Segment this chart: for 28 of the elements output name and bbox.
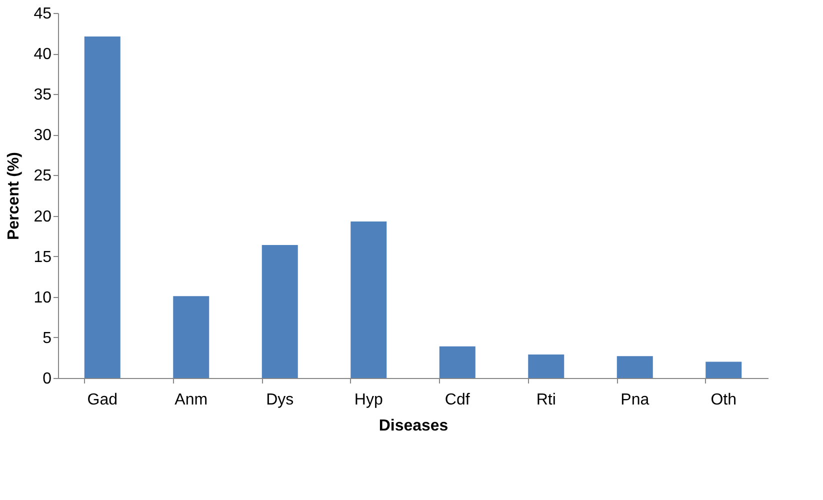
bar xyxy=(616,356,653,378)
x-tick-label: Gad xyxy=(87,392,118,408)
bar xyxy=(262,244,298,378)
y-tick-label: 45 xyxy=(34,6,52,22)
y-tick-label: 15 xyxy=(34,248,52,266)
bar xyxy=(706,362,742,378)
y-tick-label: 30 xyxy=(34,127,52,144)
bar xyxy=(350,221,387,378)
x-axis-title: Diseases xyxy=(378,418,448,434)
y-tick-label: 10 xyxy=(34,289,52,306)
x-tick-label: Hyp xyxy=(354,392,383,408)
y-tick-label: 0 xyxy=(42,370,52,388)
x-tick-label: Oth xyxy=(710,392,737,408)
x-tick-label: Cdf xyxy=(444,392,470,408)
y-tick-label: 40 xyxy=(34,46,52,64)
x-tick-label: Dys xyxy=(266,392,294,408)
bar xyxy=(173,296,210,378)
bar xyxy=(439,346,476,378)
y-axis-title: Percent (%) xyxy=(6,152,23,240)
y-tick-label: 35 xyxy=(34,86,52,104)
x-tick-label: Pna xyxy=(620,392,650,408)
bar xyxy=(84,36,120,378)
bar xyxy=(528,354,564,378)
y-tick-label: 5 xyxy=(42,330,52,347)
y-tick-label: 25 xyxy=(34,168,52,185)
y-tick-label: 20 xyxy=(34,208,52,226)
x-tick-label: Rti xyxy=(536,392,556,408)
x-tick-label: Anm xyxy=(174,392,208,408)
